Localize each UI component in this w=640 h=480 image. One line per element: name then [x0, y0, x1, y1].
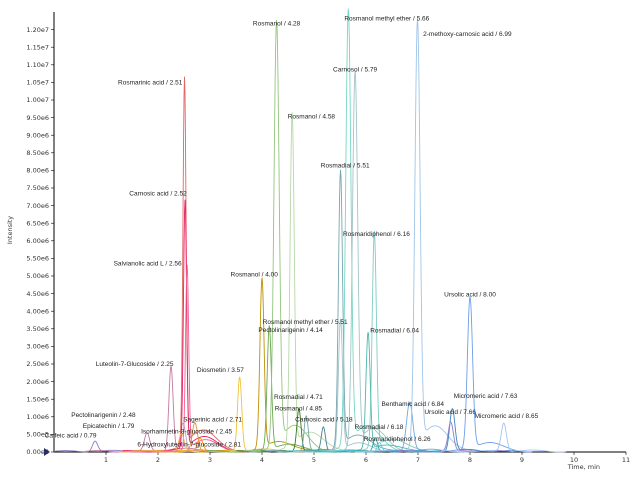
peak-label: Carnosic acid / 2.52 [129, 191, 187, 198]
y-tick-label: 1.10e7 [26, 61, 49, 69]
y-tick-label: 1.15e7 [26, 43, 49, 51]
peak-trace [124, 264, 250, 453]
x-tick-label: 7 [416, 456, 420, 464]
peak-label: 2-methoxy-carnosic acid / 6.99 [423, 31, 512, 38]
y-tick-label: 9.00e6 [26, 131, 49, 139]
peak-label: Rosmanol methyl ether / 5.66 [344, 15, 429, 22]
x-tick-label: 11 [622, 456, 630, 464]
peak-label: Micromeric acid / 8.65 [475, 413, 539, 420]
peak-trace [355, 18, 480, 453]
y-tick-label: 2.50e6 [26, 360, 49, 368]
y-tick-label: 1.00e6 [26, 413, 49, 421]
peak-label: Epicatechin / 1.79 [83, 423, 135, 430]
x-axis-title: Time, min [567, 463, 600, 471]
peak-trace [108, 365, 234, 453]
traces-layer [53, 8, 567, 453]
peak-label: Rosmadial / 6.18 [355, 424, 404, 431]
axes-layer: 0.00e0 5.00e5 1.00e6 1.50e6 2.00e6 2.50e6 3.00… [26, 12, 630, 464]
peak-label: Rosmanol / 4.28 [253, 20, 301, 27]
y-tick-label: 3.00e6 [26, 343, 49, 351]
peak-label: Isorhamnetin-3-glucoside / 2.45 [141, 429, 232, 436]
peak-trace [122, 199, 248, 453]
y-tick-label: 8.50e6 [26, 149, 49, 157]
peak-label: Rosmarinic acid / 2.51 [118, 80, 183, 87]
peak-label: Benthamic acid / 6.84 [382, 401, 445, 408]
y-tick-label: 3.50e6 [26, 325, 49, 333]
peak-label: Rosmanol / 4.00 [231, 271, 279, 278]
peak-trace [441, 422, 567, 453]
y-tick-label: 5.00e5 [26, 431, 49, 439]
peak-trace [199, 277, 325, 453]
y-tick-label: 1.20e7 [26, 26, 49, 34]
x-tick-label: 4 [260, 456, 264, 464]
x-tick-label: 10 [570, 456, 578, 464]
peak-trace [214, 19, 339, 453]
peak-label: Ursolic acid / 7.66 [424, 409, 476, 416]
x-tick-label: 3 [208, 456, 212, 464]
y-tick-label: 7.00e6 [26, 202, 49, 210]
peak-trace [305, 331, 431, 453]
peak-labels-layer: Caffeic acid / 0.79 Pectolinarigenin / 2.… [45, 15, 539, 448]
y-tick-label: 5.50e6 [26, 255, 49, 263]
peak-label: Sagerinic acid / 2.71 [183, 416, 242, 423]
y-tick-label: 5.00e6 [26, 272, 49, 280]
peak-label: Micromeric acid / 7.63 [454, 393, 518, 400]
x-tick-label: 8 [468, 456, 472, 464]
y-tick-label: 6.00e6 [26, 237, 49, 245]
peak-trace [347, 401, 473, 453]
y-tick-label: 1.00e7 [26, 96, 49, 104]
y-tick-label: 1.50e6 [26, 395, 49, 403]
y-tick-label: 2.00e6 [26, 378, 49, 386]
x-tick-label: 1 [104, 456, 108, 464]
peak-label: Luteolin-7-Glucoside / 2.25 [96, 361, 174, 368]
peak-label: Carnosol / 5.79 [333, 67, 377, 74]
peak-label: Rosmanol methyl ether / 5.51 [263, 319, 348, 326]
y-tick-label: 1.05e7 [26, 79, 49, 87]
x-tick-label: 6 [364, 456, 368, 464]
peak-trace [292, 70, 418, 453]
y-tick-label: 9.50e6 [26, 114, 49, 122]
y-tick-label: 8.00e6 [26, 167, 49, 175]
peak-trace [84, 432, 210, 453]
peak-label: Rosmanol / 4.58 [288, 114, 336, 121]
y-tick-label: 7.50e6 [26, 184, 49, 192]
peak-label: Salvianolic acid L / 2.56 [114, 260, 182, 267]
peak-label: Rosmadial / 6.04 [370, 327, 419, 334]
peak-label: 6-Hydroxyluteolin-7-glucoside / 2.81 [137, 441, 241, 448]
peak-trace [278, 318, 403, 453]
peak-label: Rosmanol / 4.85 [275, 406, 323, 413]
peak-label: Carnosic acid / 5.18 [295, 417, 353, 424]
peak-label: Rosmaridiphenol / 6.26 [364, 436, 431, 443]
peak-trace [407, 296, 533, 453]
x-tick-label: 2 [156, 456, 160, 464]
y-tick-label: 6.50e6 [26, 219, 49, 227]
peak-label: Rosmadial / 4.71 [274, 394, 323, 401]
y-tick-label: 4.50e6 [26, 290, 49, 298]
peak-label: Ursolic acid / 8.00 [444, 291, 496, 298]
peak-label: Rosmaridiphenol / 6.16 [343, 231, 410, 238]
y-axis-title: Intensity [6, 216, 14, 244]
x-axis-marker-icon [44, 448, 50, 456]
x-tick-label: 5 [312, 456, 316, 464]
peak-label: Rosmadial / 5.51 [321, 163, 370, 170]
peak-label: Caffeic acid / 0.79 [45, 433, 97, 440]
peak-label: Diosmetin / 3.57 [197, 367, 244, 374]
y-tick-label: 0.00e0 [26, 448, 49, 456]
peak-label: Pectolinarigenin / 4.14 [258, 327, 323, 334]
x-tick-label: 9 [520, 456, 524, 464]
peak-label: Pectolinarigenin / 2.48 [71, 412, 136, 419]
y-tick-label: 4.00e6 [26, 307, 49, 315]
